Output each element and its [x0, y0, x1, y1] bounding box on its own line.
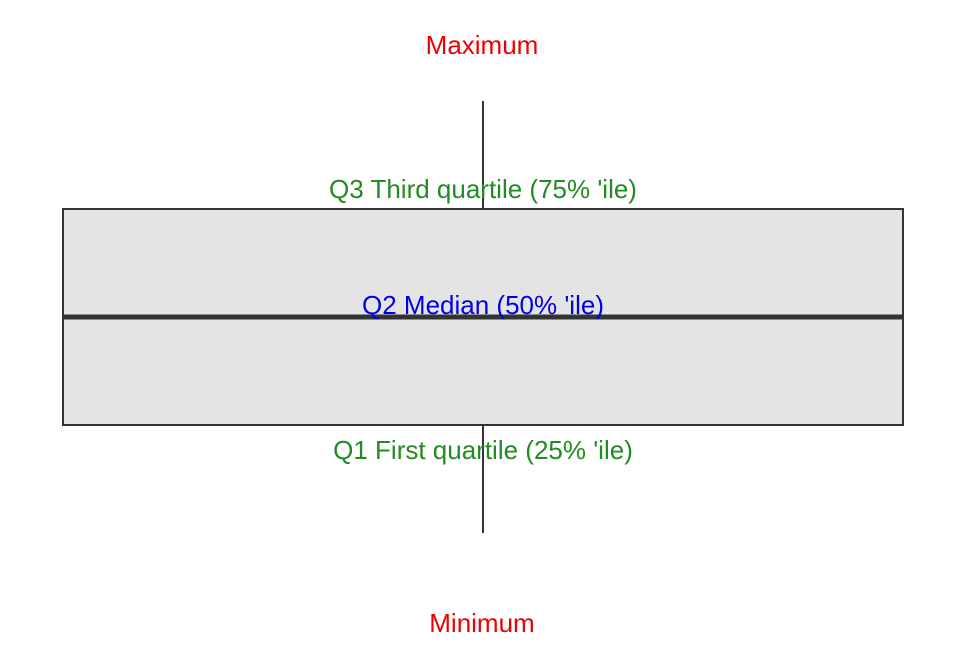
maximum-label: Maximum — [426, 30, 539, 60]
q3-label: Q3 Third quartile (75% 'ile) — [329, 174, 637, 204]
minimum-label: Minimum — [429, 608, 534, 638]
q1-label: Q1 First quartile (25% 'ile) — [333, 435, 633, 465]
median-label: Q2 Median (50% 'ile) — [362, 290, 604, 320]
